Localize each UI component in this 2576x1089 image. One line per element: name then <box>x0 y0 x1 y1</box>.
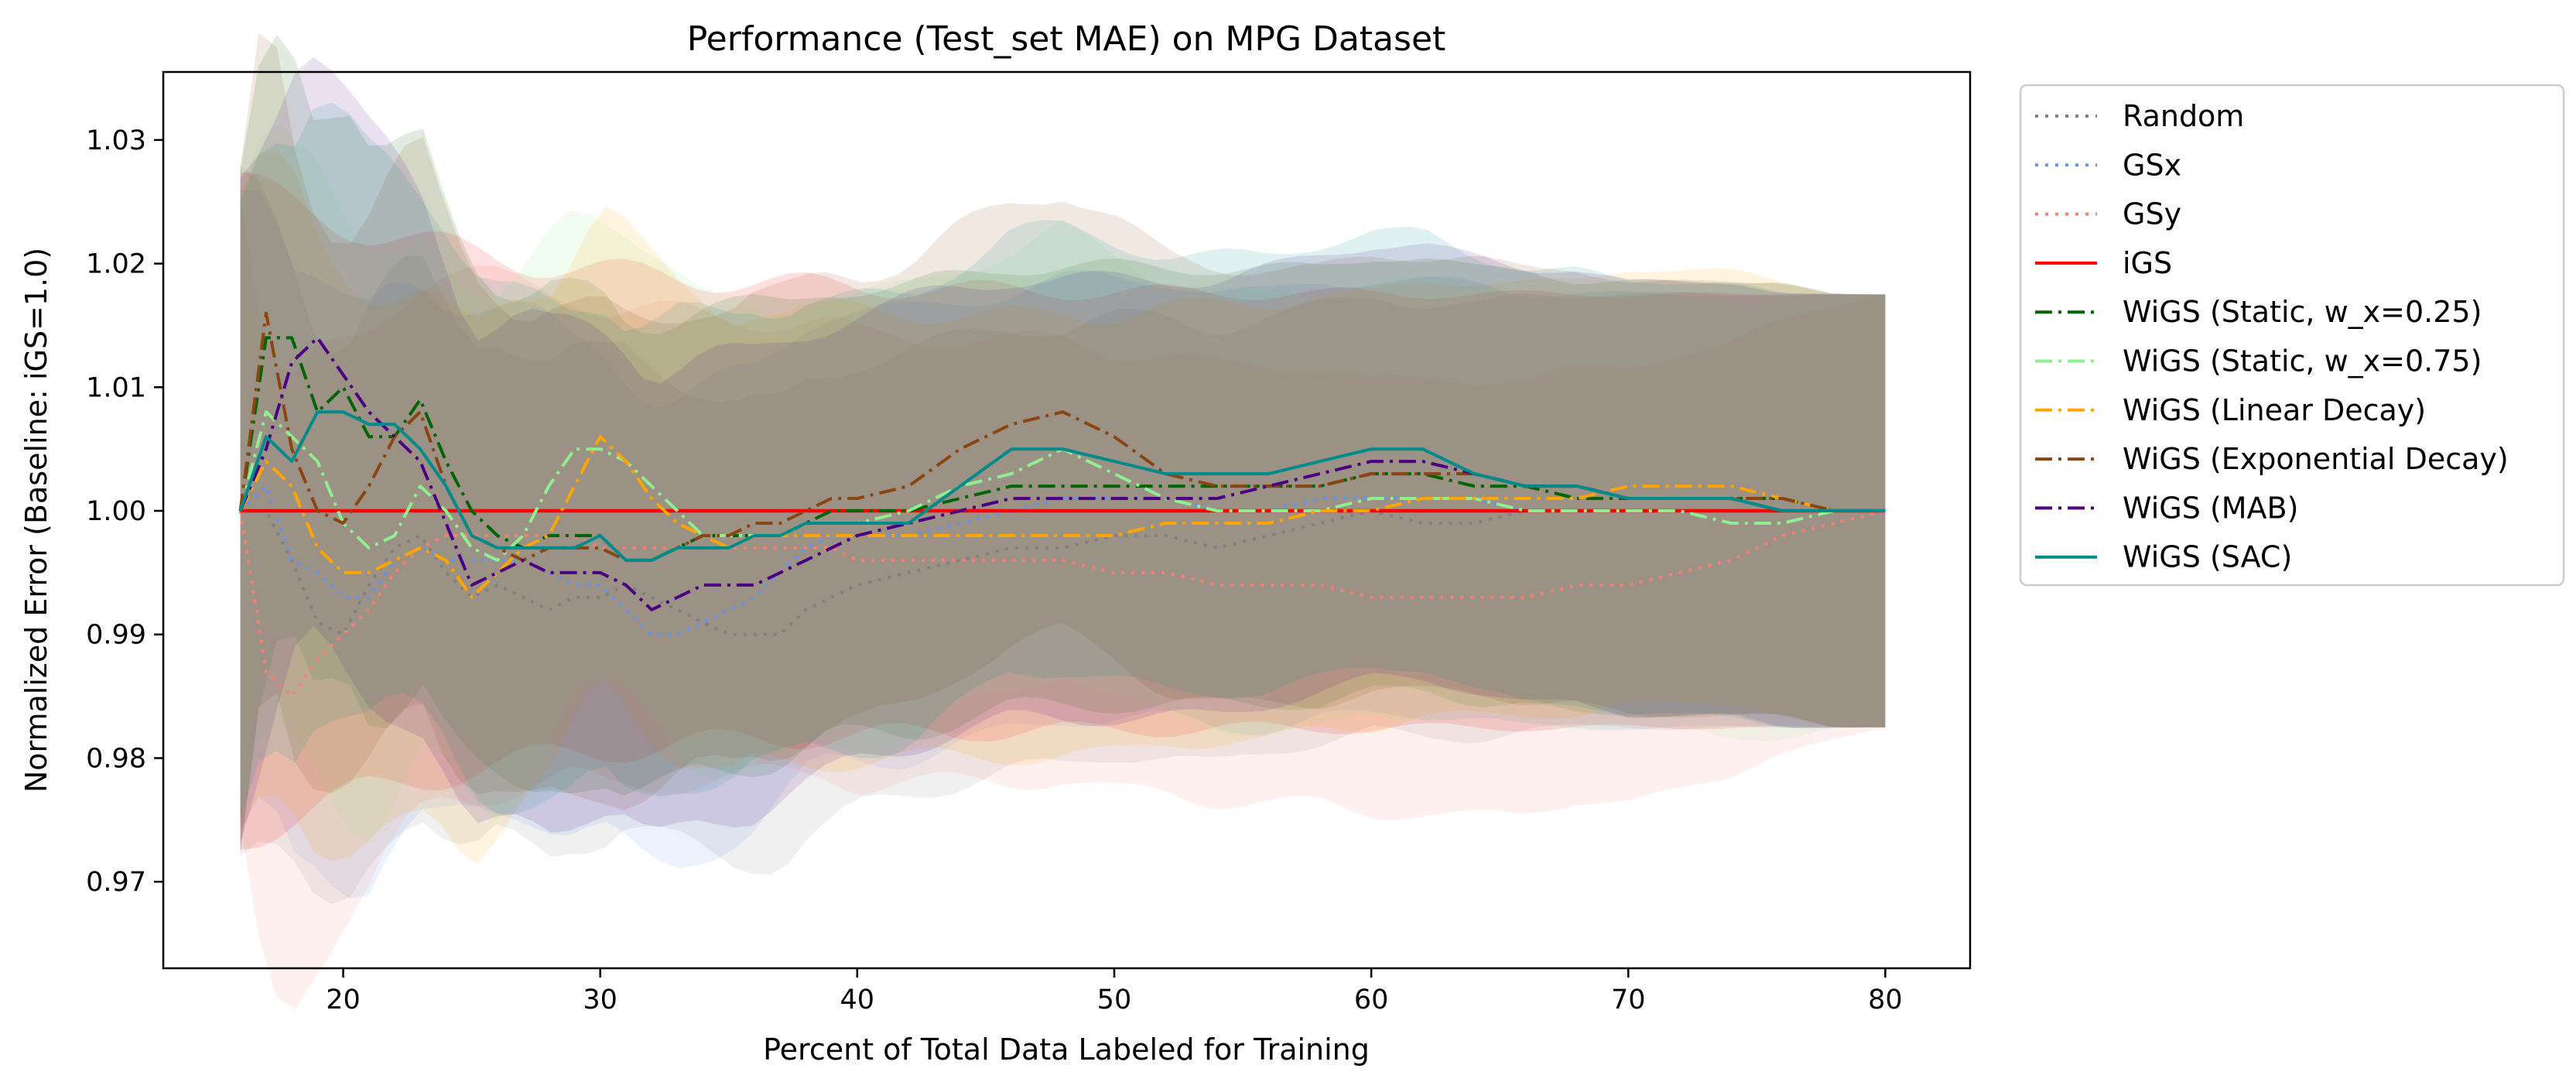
x-tick-label: 60 <box>1354 985 1389 1015</box>
y-tick-label: 1.00 <box>86 496 146 527</box>
band-wigs-linear-decay <box>240 148 1886 865</box>
y-tick-label: 0.99 <box>86 620 146 651</box>
band-gsy <box>240 199 1886 1010</box>
band-wigs-static-w-x-0-25 <box>240 34 1886 852</box>
legend-frame <box>2019 84 2565 587</box>
band-wigs-exponential-decay <box>240 33 1886 856</box>
series-line-wigs-linear-decay <box>238 435 1886 599</box>
band-gsx <box>240 190 1886 899</box>
legend-label: WiGS (MAB) <box>2123 491 2298 525</box>
x-tick-label: 40 <box>840 985 875 1015</box>
series-line-wigs-static-w-x-0-25 <box>238 336 1886 562</box>
band-wigs-sac <box>240 102 1886 820</box>
legend-label: WiGS (Static, w_x=0.25) <box>2123 295 2482 329</box>
series-line-random <box>240 509 1886 636</box>
y-tick-label: 1.02 <box>86 249 146 280</box>
x-tick-label: 70 <box>1611 985 1646 1015</box>
x-tick-label: 50 <box>1097 985 1132 1015</box>
y-tick-label: 1.01 <box>86 372 146 403</box>
series-line-wigs-exponential-decay <box>238 311 1886 562</box>
y-axis: 0.97 0.98 0.99 1.00 1.01 1.02 1.03 <box>86 125 163 898</box>
legend: Random GSx GSy iGS WiGS (Static, w_x=0.25) Wi… <box>2019 84 2565 587</box>
legend-label: iGS <box>2123 246 2172 280</box>
legend-label: WiGS (SAC) <box>2123 540 2292 574</box>
x-tick-label: 80 <box>1868 985 1903 1015</box>
series-line-gsy <box>238 509 1886 698</box>
y-tick-label: 0.98 <box>86 743 146 774</box>
plot-frame <box>162 70 1972 970</box>
x-axis: 20 30 40 50 60 70 80 <box>326 968 1903 1015</box>
series-line-wigs-static-w-x-0-75 <box>238 410 1886 562</box>
y-axis-label: Normalized Error (Baseline: iGS=1.0) <box>19 248 53 793</box>
x-tick-label: 20 <box>326 985 361 1015</box>
y-tick-label: 1.03 <box>86 125 146 156</box>
legend-label: Random <box>2123 99 2244 133</box>
series-line-wigs-sac <box>238 410 1886 562</box>
legend-label: GSx <box>2123 148 2181 182</box>
x-axis-label: Percent of Total Data Labeled for Traini… <box>763 1032 1370 1067</box>
band-random <box>240 165 1886 905</box>
legend-label: WiGS (Static, w_x=0.75) <box>2123 344 2482 378</box>
series-lines <box>238 311 1886 698</box>
y-tick-label: 0.97 <box>86 867 146 898</box>
legend-label: WiGS (Linear Decay) <box>2123 393 2426 427</box>
chart-title: Performance (Test_set MAE) on MPG Datase… <box>687 19 1446 59</box>
band-wigs-static-w-x-0-75 <box>240 125 1886 842</box>
legend-label: GSy <box>2123 197 2181 231</box>
legend-label: WiGS (Exponential Decay) <box>2123 442 2509 476</box>
x-tick-label: 30 <box>583 985 617 1015</box>
